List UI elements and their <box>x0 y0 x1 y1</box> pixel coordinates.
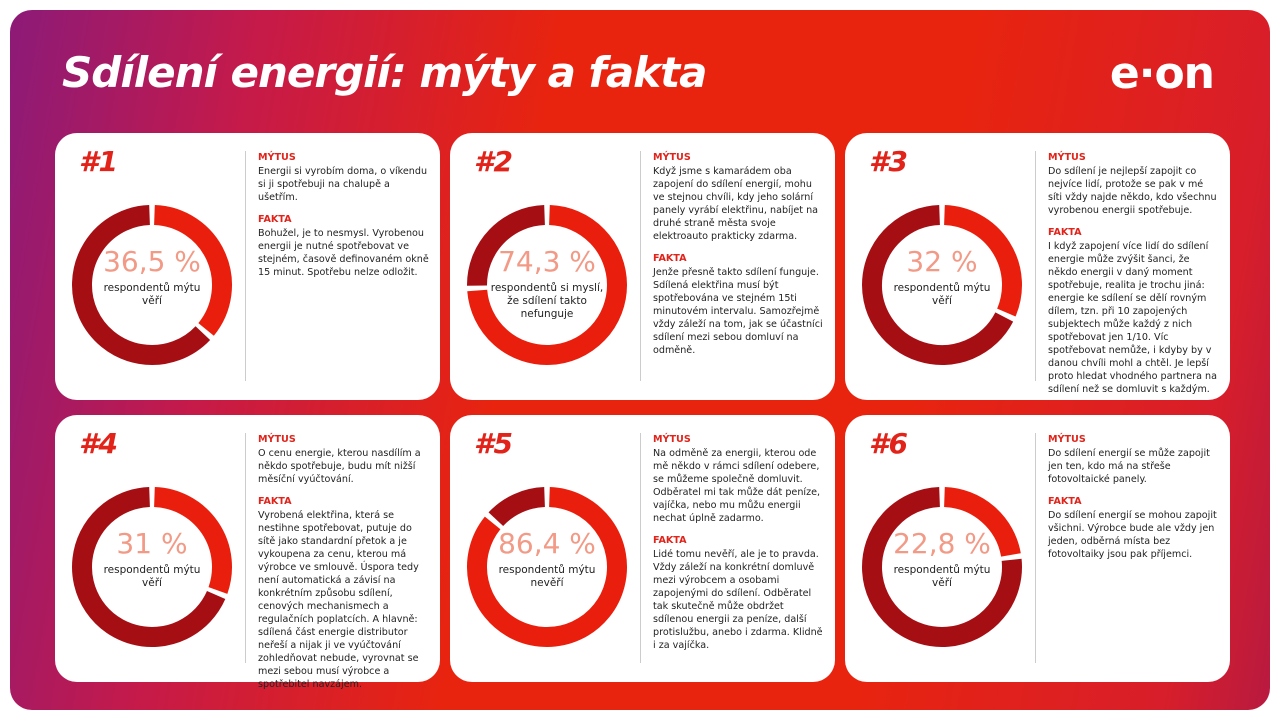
donut-rest <box>488 487 546 527</box>
donut-value <box>943 205 1022 317</box>
separator <box>245 433 246 663</box>
fact-heading: FAKTA <box>1048 227 1082 238</box>
donut-value <box>943 487 1021 558</box>
donut-value <box>153 487 232 594</box>
logo: e·on <box>1109 48 1215 99</box>
fact-text: Jenže přesně takto sdílení funguje. Sdíl… <box>653 267 823 356</box>
fact-heading: FAKTA <box>258 214 292 225</box>
caption: respondentů mýtu věří <box>893 564 991 589</box>
donut <box>862 487 1022 647</box>
caption: respondentů mýtu věří <box>103 282 201 307</box>
percent-label: 74,3 % <box>498 245 596 278</box>
donut <box>72 487 232 647</box>
donut-rest <box>862 205 1014 365</box>
text-column: MÝTUS Na odměně za energii, kterou ode mě… <box>653 433 825 661</box>
card: #4 31 % respondentů mýtu věří MÝTUS O cenu e… <box>55 415 440 690</box>
fact-heading: FAKTA <box>1048 496 1082 507</box>
donut <box>467 205 627 365</box>
caption: respondentů si myslí, že sdílení takto n… <box>490 282 604 320</box>
title: Sdílení energií: mýty a fakta <box>62 48 708 97</box>
fact-heading: FAKTA <box>653 535 687 546</box>
card: #2 74,3 % respondentů si myslí, že sdílení… <box>450 133 835 400</box>
caption: respondentů mýtu věří <box>103 564 201 589</box>
card-number: #4 <box>79 427 118 460</box>
card-number: #2 <box>474 145 513 178</box>
fact-text: Bohužel, je to nesmysl. Vyrobenou energi… <box>258 228 429 278</box>
caption: respondentů mýtu nevěří <box>498 564 596 589</box>
percent-label: 86,4 % <box>498 527 596 560</box>
donut-rest <box>467 205 546 286</box>
background: Sdílení energií: mýty a fakta e·on #1 36,… <box>10 10 1270 710</box>
text-column: MÝTUS Do sdílení energií se může zapojit … <box>1048 433 1220 570</box>
card: #5 86,4 % respondentů mýtu nevěří MÝTUS Na o… <box>450 415 835 682</box>
donut <box>72 205 232 365</box>
caption: respondentů mýtu věří <box>893 282 991 307</box>
donut-rest <box>72 205 211 365</box>
card-number: #5 <box>474 427 513 460</box>
donut-value <box>467 487 627 647</box>
card-number: #1 <box>79 145 118 178</box>
text-column: MÝTUS Do sdílení je nejlepší zapojit co n… <box>1048 151 1220 405</box>
myth-heading: MÝTUS <box>653 434 691 445</box>
donut-value <box>153 205 232 336</box>
card-number: #3 <box>869 145 908 178</box>
fact-text: Lidé tomu nevěří, ale je to pravda. Vždy… <box>653 549 823 651</box>
separator <box>640 151 641 381</box>
donut-rest <box>862 487 1022 647</box>
percent-label: 36,5 % <box>103 245 201 278</box>
myth-text: Energii si vyrobím doma, o víkendu si ji… <box>258 166 428 203</box>
text-column: MÝTUS Energii si vyrobím doma, o víkendu … <box>258 151 430 288</box>
percent-label: 31 % <box>116 527 188 560</box>
donut-rest <box>72 487 226 647</box>
myth-text: Do sdílení je nejlepší zapojit co nejvíc… <box>1048 166 1217 216</box>
percent-label: 32 % <box>906 245 978 278</box>
separator <box>1035 433 1036 663</box>
percent-label: 22,8 % <box>893 527 991 560</box>
card-number: #6 <box>869 427 908 460</box>
myth-text: Do sdílení energií se může zapojit jen t… <box>1048 448 1210 485</box>
fact-heading: FAKTA <box>653 253 687 264</box>
myth-heading: MÝTUS <box>1048 434 1086 445</box>
donut <box>862 205 1022 365</box>
fact-text: I když zapojení více lidí do sdílení ene… <box>1048 241 1217 395</box>
separator <box>640 433 641 663</box>
card: #6 22,8 % respondentů mýtu věří MÝTUS Do sdí… <box>845 415 1230 682</box>
myth-heading: MÝTUS <box>258 434 296 445</box>
separator <box>1035 151 1036 381</box>
myth-text: O cenu energie, kterou nasdílím a někdo … <box>258 448 421 485</box>
donut-value <box>467 205 627 365</box>
myth-heading: MÝTUS <box>1048 152 1086 163</box>
separator <box>245 151 246 381</box>
myth-text: Když jsme s kamarádem oba zapojení do sd… <box>653 166 819 242</box>
fact-text: Do sdílení energií se mohou zapojit všic… <box>1048 510 1217 560</box>
donut <box>467 487 627 647</box>
card: #1 36,5 % respondentů mýtu věří MÝTUS Energi… <box>55 133 440 400</box>
text-column: MÝTUS O cenu energie, kterou nasdílím a n… <box>258 433 430 700</box>
myth-heading: MÝTUS <box>653 152 691 163</box>
fact-text: Vyrobená elektřina, která se nestihne sp… <box>258 510 419 690</box>
fact-heading: FAKTA <box>258 496 292 507</box>
card: #3 32 % respondentů mýtu věří MÝTUS Do sdíle… <box>845 133 1230 400</box>
text-column: MÝTUS Když jsme s kamarádem oba zapojení … <box>653 151 825 366</box>
myth-heading: MÝTUS <box>258 152 296 163</box>
myth-text: Na odměně za energii, kterou ode mě někd… <box>653 448 821 524</box>
